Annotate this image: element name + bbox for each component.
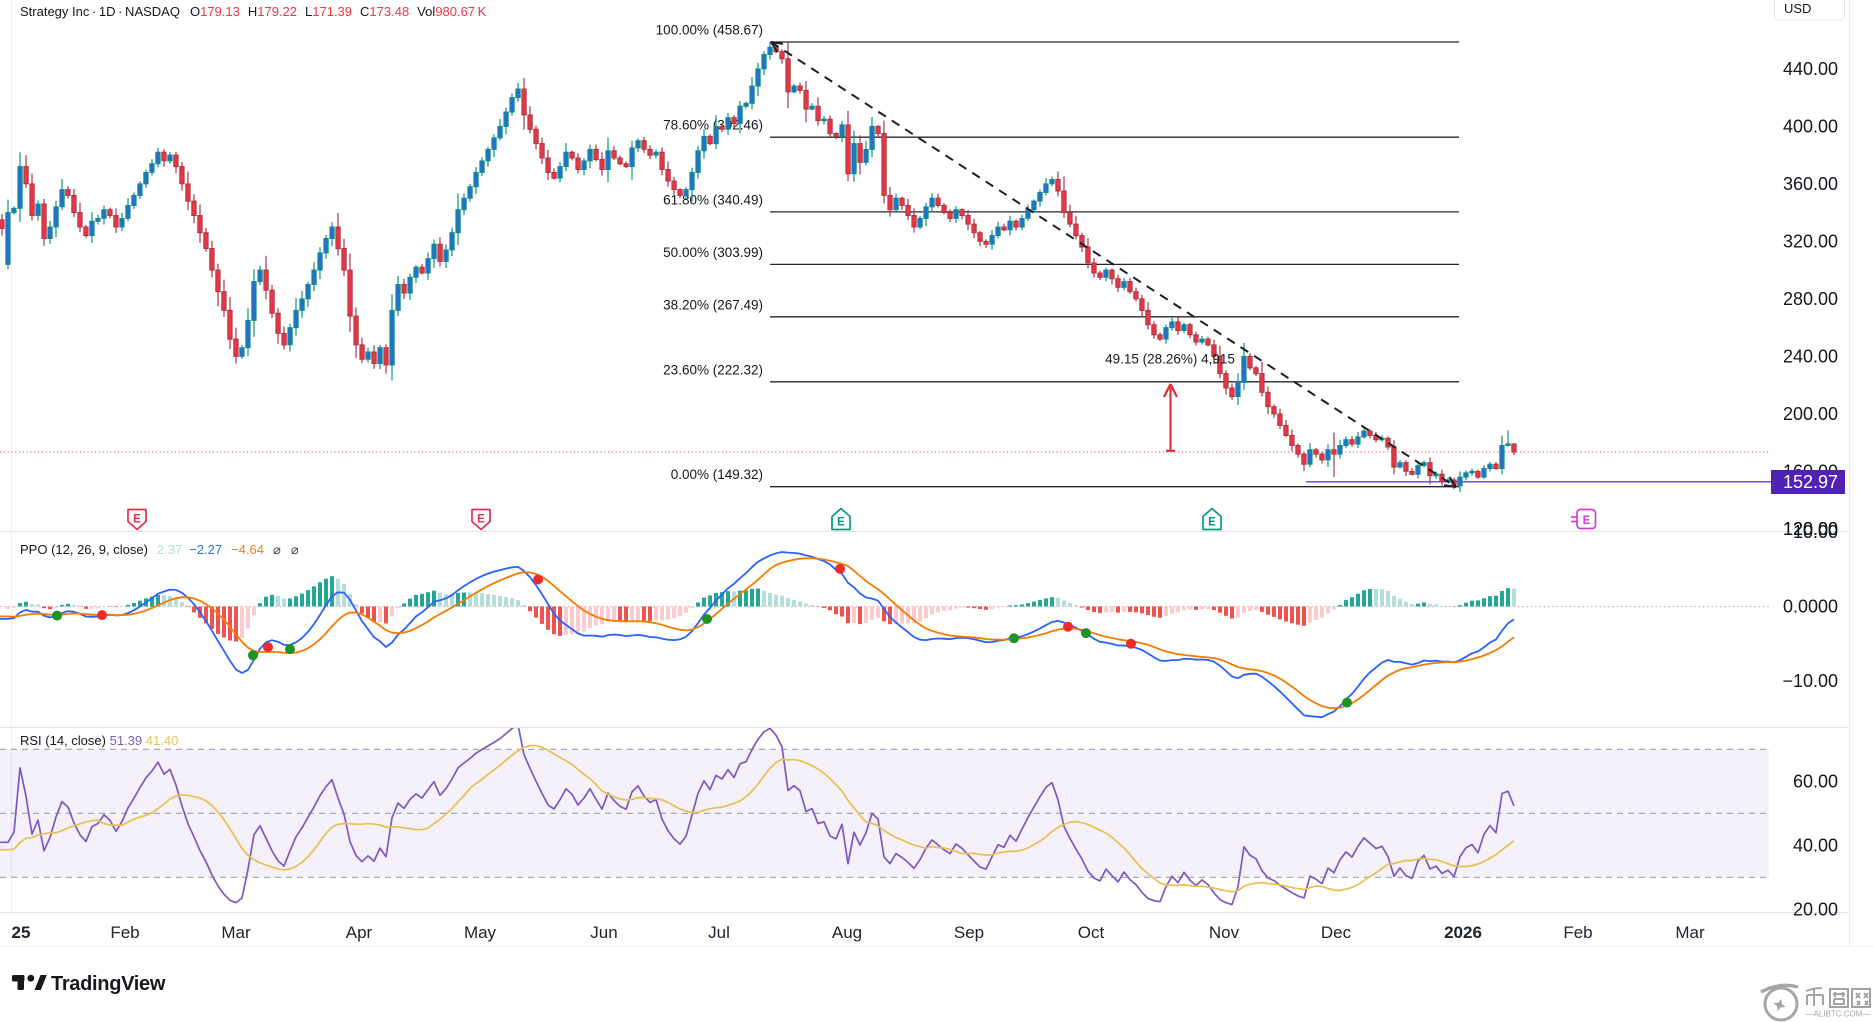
svg-text:120.00: 120.00 [1783, 519, 1838, 539]
svg-text:Apr: Apr [346, 923, 373, 942]
svg-text:Mar: Mar [221, 923, 251, 942]
svg-text:Jul: Jul [708, 923, 730, 942]
svg-text:TradingView: TradingView [51, 973, 166, 995]
svg-text:Feb: Feb [110, 923, 139, 942]
svg-text:152.97: 152.97 [1783, 472, 1838, 492]
svg-text:100.00% (458.67): 100.00% (458.67) [656, 23, 763, 38]
svg-text:RSI (14, close) 51.39 41.40: RSI (14, close) 51.39 41.40 [20, 733, 178, 748]
svg-text:23.60% (222.32): 23.60% (222.32) [663, 362, 763, 377]
svg-text:0.00% (149.32): 0.00% (149.32) [671, 467, 763, 482]
svg-text:Mar: Mar [1675, 923, 1705, 942]
svg-text:440.00: 440.00 [1783, 59, 1838, 79]
svg-text:61.80% (340.49): 61.80% (340.49) [663, 192, 763, 207]
svg-text:USD: USD [1784, 1, 1811, 16]
svg-text:—ALIBTC.COM—: —ALIBTC.COM— [1806, 1010, 1871, 1019]
svg-text:120.00: 120.00 [1783, 519, 1838, 539]
svg-text:May: May [464, 923, 497, 942]
svg-text:E: E [837, 517, 845, 529]
svg-text:60.00: 60.00 [1793, 771, 1838, 791]
svg-text:2026: 2026 [1444, 923, 1482, 942]
svg-text:Feb: Feb [1563, 923, 1592, 942]
svg-text:38.20% (267.49): 38.20% (267.49) [663, 297, 763, 312]
svg-text:0.0000: 0.0000 [1783, 597, 1838, 617]
svg-text:78.60% (392.46): 78.60% (392.46) [663, 118, 763, 133]
svg-text:49.15 (28.26%) 4,915: 49.15 (28.26%) 4,915 [1105, 352, 1235, 367]
svg-text:40.00: 40.00 [1793, 835, 1838, 855]
svg-text:240.00: 240.00 [1783, 346, 1838, 366]
svg-text:Nov: Nov [1209, 923, 1240, 942]
svg-text:E: E [1208, 517, 1216, 529]
svg-text:Dec: Dec [1321, 923, 1352, 942]
svg-text:280.00: 280.00 [1783, 289, 1838, 309]
svg-text:PPO (12, 26, 9, close)2.37−2.2: PPO (12, 26, 9, close) 2.37 −2.27 −4.64 ⌀ ⌀ [20, 542, 299, 557]
svg-text:400.00: 400.00 [1783, 116, 1838, 136]
svg-text:Oct: Oct [1078, 923, 1105, 942]
svg-text:200.00: 200.00 [1783, 404, 1838, 424]
svg-text:Sep: Sep [954, 923, 984, 942]
svg-text:320.00: 320.00 [1783, 231, 1838, 251]
svg-text:10.00: 10.00 [1793, 522, 1838, 542]
svg-text:Jun: Jun [590, 923, 617, 942]
svg-text:E: E [477, 514, 485, 526]
svg-text:20.00: 20.00 [1793, 899, 1838, 919]
svg-text:E: E [133, 514, 141, 526]
svg-text:360.00: 360.00 [1783, 174, 1838, 194]
svg-text:E: E [1583, 515, 1591, 527]
svg-text:Aug: Aug [832, 923, 862, 942]
svg-text:50.00% (303.99): 50.00% (303.99) [663, 245, 763, 260]
svg-text:25: 25 [12, 923, 31, 942]
svg-text:−10.00: −10.00 [1782, 671, 1838, 691]
